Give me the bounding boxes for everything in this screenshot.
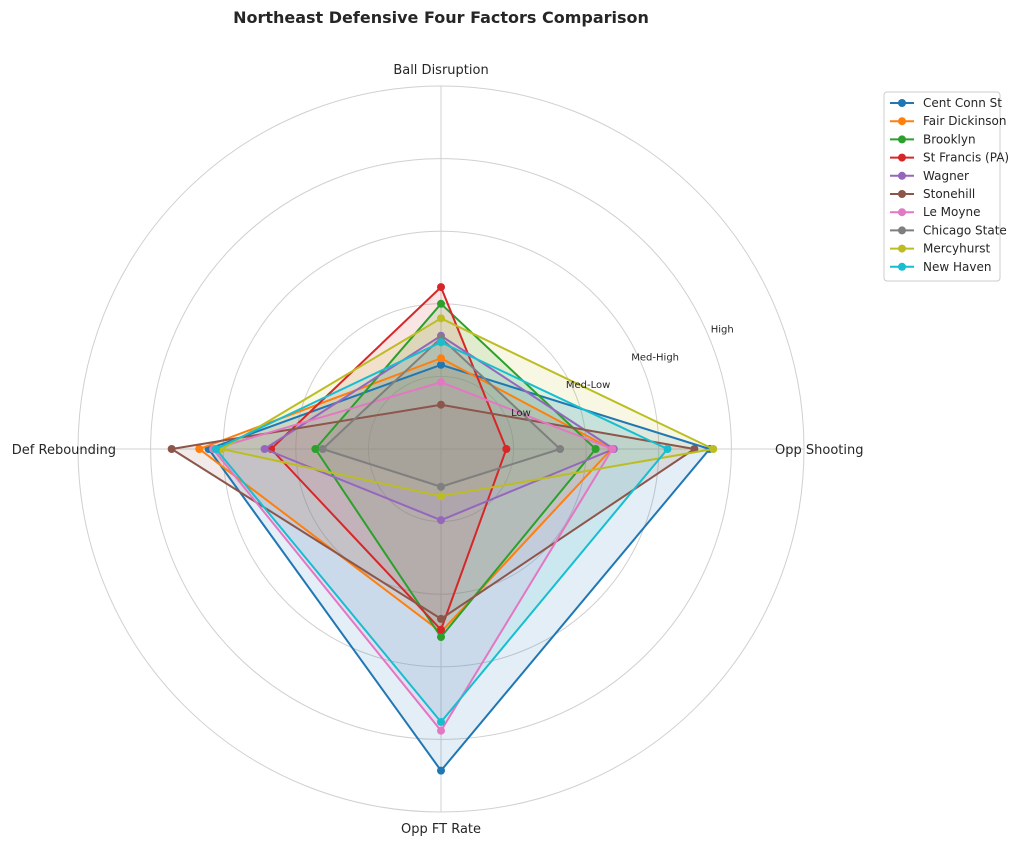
axis-label: Opp FT Rate [401, 822, 481, 837]
legend-label: Wagner [923, 169, 969, 183]
legend: Cent Conn St Fair Dickinson Brooklyn St Fra… [883, 91, 1009, 282]
data-point [437, 482, 445, 491]
legend-swatch-marker [898, 262, 906, 271]
data-point [663, 445, 672, 453]
chart-title: Northeast Defensive Four Factors Compari… [233, 8, 649, 27]
data-point [437, 614, 445, 623]
axis-label: Ball Disruption [393, 63, 488, 78]
series-fill [221, 318, 714, 497]
data-point [260, 445, 269, 453]
data-point [437, 354, 445, 363]
data-point [437, 283, 445, 292]
legend-label: Chicago State [923, 223, 1007, 237]
legend-swatch-marker [898, 244, 906, 253]
legend-swatch-marker [898, 171, 906, 180]
data-point [211, 445, 220, 453]
legend-swatch-marker [898, 208, 906, 217]
legend-label: Mercyhurst [923, 242, 991, 256]
legend-label: Le Moyne [923, 205, 980, 219]
axis-label: Opp Shooting [775, 443, 863, 458]
data-point [437, 314, 445, 323]
data-point [437, 726, 445, 735]
data-point [311, 445, 320, 453]
series-fill [271, 287, 507, 630]
legend-label: St Francis (PA) [923, 151, 1009, 165]
legend-swatch-marker [898, 135, 906, 144]
data-point [437, 766, 445, 775]
data-point [167, 445, 176, 453]
legend-swatch-marker [898, 190, 906, 198]
series-fill [171, 404, 695, 619]
data-point [437, 492, 445, 501]
axis-labels: Ball Disruption Opp Shooting Opp FT Rate De… [12, 63, 864, 837]
data-point [556, 445, 565, 453]
data-point [437, 633, 445, 642]
legend-label: New Haven [923, 260, 991, 274]
data-point [437, 378, 445, 387]
radial-tick-label: Low [511, 408, 531, 419]
data-point [502, 445, 511, 453]
series-fill [208, 364, 710, 771]
radial-labels: Low Med-Low Med-High High [511, 325, 734, 419]
data-point [437, 400, 445, 409]
legend-swatch-marker [898, 226, 906, 235]
axis-label: Def Rebounding [12, 443, 116, 458]
series-fill [322, 337, 561, 487]
legend-label: Brooklyn [923, 132, 976, 146]
radial-tick-label: High [711, 325, 734, 336]
data-point [437, 299, 445, 308]
series-group [167, 283, 718, 775]
series-fill [215, 342, 668, 722]
data-point [709, 445, 718, 453]
legend-label: Fair Dickinson [923, 114, 1007, 128]
data-point [318, 445, 327, 453]
legend-swatch-marker [898, 99, 906, 107]
data-point [591, 445, 600, 453]
series-fill [264, 335, 614, 521]
legend-swatch-marker [898, 153, 906, 162]
data-point [437, 338, 445, 347]
legend-label: Cent Conn St [923, 96, 1002, 110]
radial-tick-label: Med-High [631, 352, 679, 363]
radial-tick-label: Med-Low [566, 380, 610, 391]
data-point [437, 717, 445, 726]
data-point [437, 516, 445, 525]
legend-label: Stonehill [923, 187, 975, 201]
data-point [437, 625, 445, 634]
legend-swatch-marker [898, 117, 906, 126]
data-point [437, 360, 445, 369]
data-point [608, 445, 617, 453]
data-point [195, 445, 204, 453]
